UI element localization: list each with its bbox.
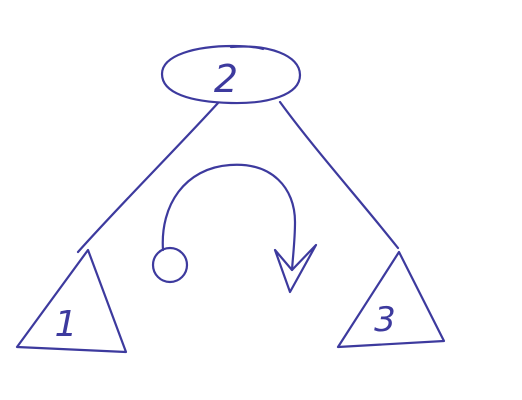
left-edge [76, 101, 220, 254]
right-edge [278, 100, 400, 250]
rotation-start-circle [151, 246, 189, 284]
left-subtree-label: 1 [55, 304, 78, 345]
root-node-label: 2 [214, 57, 238, 101]
arrowhead-down-icon [273, 243, 318, 294]
left-subtree-triangle [15, 248, 128, 354]
right-subtree-label: 3 [374, 300, 396, 340]
root-node-ellipse [160, 44, 302, 105]
right-subtree-triangle [336, 250, 446, 349]
rotation-arrow-shaft [161, 163, 297, 272]
